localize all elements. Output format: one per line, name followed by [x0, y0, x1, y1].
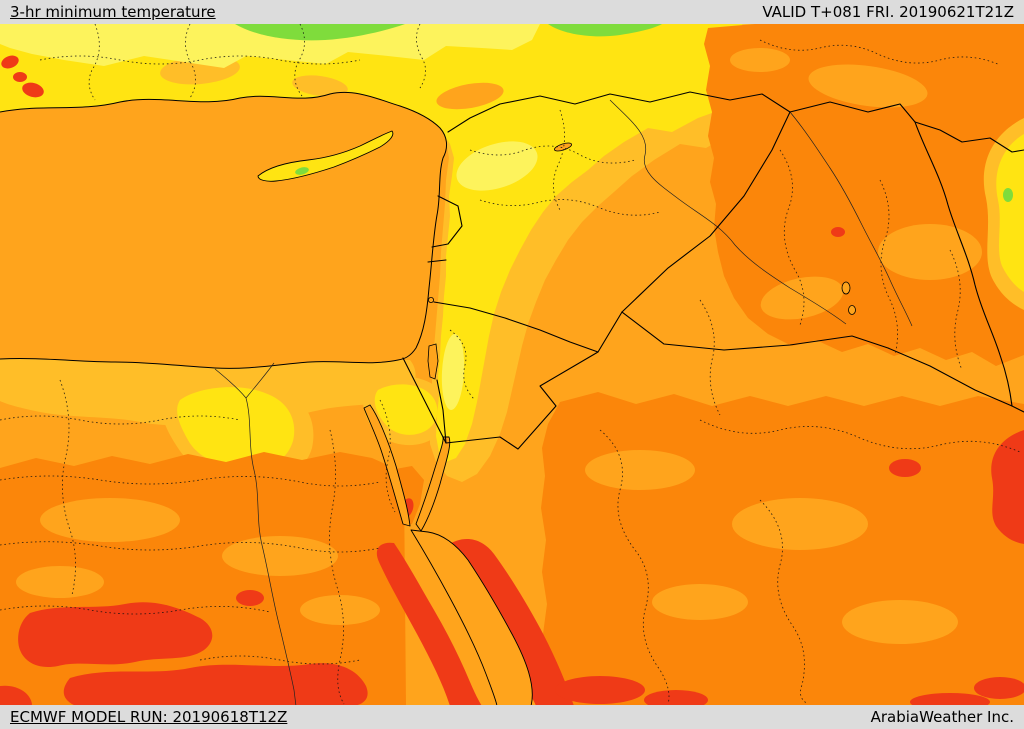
temperature-map [0, 24, 1024, 705]
dead-sea [427, 343, 439, 380]
map-title: 3-hr minimum temperature [10, 3, 216, 21]
rivers [214, 99, 913, 705]
country-borders [402, 91, 1024, 450]
model-run-label: ECMWF MODEL RUN: 20190618T12Z [10, 708, 288, 726]
temperature-map-svg [0, 24, 1024, 705]
valid-time-label: VALID T+081 FRI. 20190621T21Z [762, 3, 1014, 21]
coastline [0, 91, 448, 369]
gulf-of-aqaba [415, 436, 451, 532]
footer-bar: ECMWF MODEL RUN: 20190618T12Z ArabiaWeat… [0, 705, 1024, 729]
attribution-label: ArabiaWeather Inc. [870, 708, 1014, 726]
admin-borders [0, 24, 1021, 705]
red-sea [410, 529, 533, 705]
lakes [427, 142, 856, 380]
header-bar: 3-hr minimum temperature VALID T+081 FRI… [0, 0, 1024, 24]
tigris-river [789, 111, 913, 327]
euphrates-river [609, 99, 847, 325]
sea-of-galilee [427, 296, 434, 303]
mediterranean-sea [0, 92, 447, 369]
lake-assad [553, 142, 573, 152]
cyprus-island [257, 130, 394, 182]
nile-river [245, 397, 297, 705]
